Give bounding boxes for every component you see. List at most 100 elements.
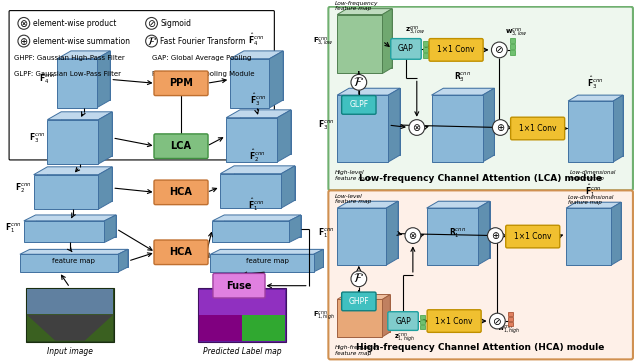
Text: GHPF: GHPF [349, 297, 369, 306]
Polygon shape [220, 174, 281, 208]
Polygon shape [104, 215, 116, 242]
Text: Low-frequency: Low-frequency [335, 1, 379, 6]
Text: GLPF: GLPF [349, 100, 369, 110]
Polygon shape [234, 166, 295, 200]
FancyBboxPatch shape [429, 39, 483, 61]
Text: $\hat{\mathbf{F}}_{4}^{cnn}$: $\hat{\mathbf{F}}_{4}^{cnn}$ [248, 31, 265, 48]
Text: $\mathbf{F}_{1,high}^{cnn}$: $\mathbf{F}_{1,high}^{cnn}$ [312, 309, 334, 323]
Polygon shape [566, 208, 611, 265]
Text: $\oplus$: $\oplus$ [496, 122, 505, 133]
Bar [422, 53, 428, 58]
Text: $\otimes$: $\otimes$ [408, 230, 417, 241]
Polygon shape [224, 215, 301, 237]
Polygon shape [337, 9, 392, 15]
Bar [26, 288, 114, 342]
Text: GAP: Global Average Pooling: GAP: Global Average Pooling [152, 55, 251, 61]
Text: element-wise product: element-wise product [33, 19, 116, 28]
Text: $\otimes$: $\otimes$ [412, 122, 421, 133]
Circle shape [351, 75, 367, 90]
Polygon shape [289, 215, 301, 242]
Bar [420, 325, 425, 329]
Circle shape [351, 271, 367, 287]
Polygon shape [220, 166, 295, 174]
Polygon shape [212, 215, 301, 221]
Bar [510, 44, 515, 49]
Text: 1×1 Conv: 1×1 Conv [437, 46, 475, 54]
Polygon shape [568, 101, 613, 162]
Circle shape [18, 17, 29, 29]
Polygon shape [444, 88, 495, 155]
Polygon shape [383, 294, 390, 337]
Text: element-wise summation: element-wise summation [33, 36, 130, 46]
Text: $\mathbf{w}_{3,low}^{cnn}$: $\mathbf{w}_{3,low}^{cnn}$ [505, 26, 527, 38]
Text: $\hat{\mathbf{F}}_{1}^{cnn}$: $\hat{\mathbf{F}}_{1}^{cnn}$ [248, 196, 265, 213]
Polygon shape [477, 201, 490, 265]
Polygon shape [24, 221, 104, 242]
Text: $\mathbf{F}_{4}^{cnn}$: $\mathbf{F}_{4}^{cnn}$ [38, 73, 55, 86]
Text: 1×1 Conv: 1×1 Conv [514, 232, 552, 241]
Circle shape [492, 42, 507, 58]
Polygon shape [47, 112, 112, 120]
Polygon shape [57, 51, 110, 59]
FancyBboxPatch shape [154, 134, 208, 158]
Circle shape [146, 35, 157, 47]
Text: High-frequency: High-frequency [335, 345, 381, 350]
Polygon shape [230, 59, 269, 108]
Text: GHPF: Gaussian High-Pass Filter: GHPF: Gaussian High-Pass Filter [14, 55, 125, 61]
Polygon shape [20, 249, 128, 254]
Text: $\mathbf{F}_{3}^{cnn}$: $\mathbf{F}_{3}^{cnn}$ [317, 118, 334, 132]
Polygon shape [337, 208, 387, 265]
Polygon shape [244, 51, 283, 100]
Polygon shape [220, 249, 323, 267]
Text: Predicted Label map: Predicted Label map [203, 347, 281, 356]
Polygon shape [438, 201, 490, 258]
Polygon shape [211, 254, 314, 272]
Circle shape [488, 228, 503, 244]
Text: $\otimes$: $\otimes$ [19, 18, 28, 29]
FancyBboxPatch shape [427, 310, 481, 332]
Text: $\oplus$: $\oplus$ [19, 36, 28, 47]
Polygon shape [347, 9, 392, 68]
Polygon shape [337, 300, 383, 337]
Polygon shape [337, 201, 398, 208]
Polygon shape [611, 202, 621, 265]
Text: $\hat{\mathbf{F}}_{3}^{cnn}$: $\hat{\mathbf{F}}_{3}^{cnn}$ [588, 74, 604, 91]
Circle shape [490, 313, 505, 329]
Text: $\hat{\mathbf{F}}_{1}^{cnn}$: $\hat{\mathbf{F}}_{1}^{cnn}$ [586, 182, 602, 199]
FancyBboxPatch shape [388, 312, 419, 331]
Polygon shape [230, 51, 283, 59]
Polygon shape [427, 208, 477, 265]
Polygon shape [337, 294, 390, 300]
Bar [508, 322, 513, 326]
Circle shape [18, 35, 29, 47]
Bar [508, 317, 513, 321]
FancyBboxPatch shape [328, 190, 633, 359]
Polygon shape [387, 201, 398, 265]
Text: High-frequency Channel Attention (HCA) module: High-frequency Channel Attention (HCA) m… [356, 343, 605, 352]
FancyBboxPatch shape [511, 117, 564, 140]
Polygon shape [20, 254, 118, 272]
Polygon shape [71, 51, 110, 100]
Text: $\mathbf{F}_{2}^{cnn}$: $\mathbf{F}_{2}^{cnn}$ [15, 181, 32, 195]
Bar [422, 47, 428, 52]
Polygon shape [99, 112, 112, 164]
Text: $\mathbf{R}_{1}^{cnn}$: $\mathbf{R}_{1}^{cnn}$ [449, 227, 467, 240]
Text: feature map: feature map [335, 5, 372, 11]
FancyBboxPatch shape [154, 240, 208, 265]
Bar [420, 315, 425, 319]
FancyBboxPatch shape [213, 273, 265, 298]
Text: $\oslash$: $\oslash$ [147, 18, 156, 29]
Polygon shape [212, 221, 289, 242]
Polygon shape [277, 110, 291, 162]
Polygon shape [483, 88, 495, 162]
Text: $\mathbf{z}_{3,low}^{cnn}$: $\mathbf{z}_{3,low}^{cnn}$ [404, 24, 425, 36]
Bar [27, 314, 113, 341]
Polygon shape [576, 202, 621, 259]
Text: GAP: GAP [398, 44, 414, 54]
Bar [242, 315, 285, 341]
Polygon shape [118, 249, 128, 272]
Text: $\mathbf{w}_{1,high}^{cnn}$: $\mathbf{w}_{1,high}^{cnn}$ [497, 324, 521, 337]
Text: $\mathcal{F}$: $\mathcal{F}$ [353, 272, 364, 285]
Text: feature map: feature map [570, 176, 604, 181]
Polygon shape [345, 294, 390, 332]
